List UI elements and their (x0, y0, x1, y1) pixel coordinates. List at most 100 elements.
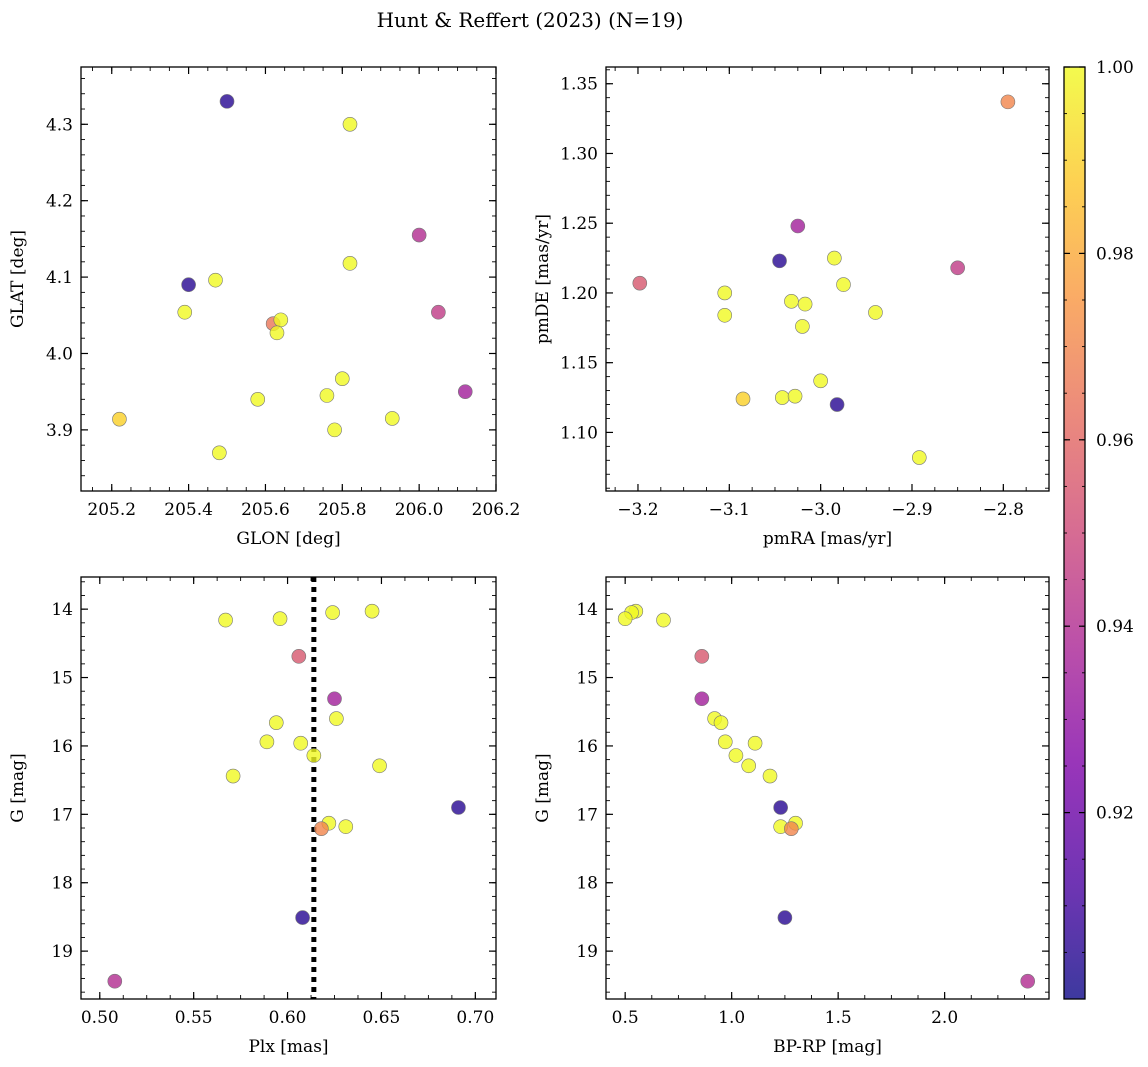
data-point (656, 612, 671, 628)
data-point (735, 391, 751, 407)
data-point (208, 272, 223, 288)
x-tick-label: 1.0 (718, 1008, 745, 1028)
data-point (295, 910, 310, 925)
data-point (694, 649, 710, 664)
x-tick-label: −3.1 (709, 500, 750, 520)
data-point (372, 758, 387, 774)
data-point (250, 392, 266, 407)
data-point (314, 821, 329, 836)
axes-frame (605, 576, 1050, 1000)
colorbar-tick-label: 0.92 (1096, 804, 1134, 824)
y-tick-label: 1.25 (560, 214, 598, 234)
x-tick-label: 205.4 (164, 500, 213, 520)
data-point (813, 373, 828, 389)
data-point (259, 734, 275, 750)
y-tick-label: 15 (576, 669, 598, 689)
x-tick-label: 0.65 (363, 1008, 401, 1028)
data-point (181, 277, 196, 293)
y-tick-label: 19 (576, 942, 598, 962)
y-tick-label: 1.15 (560, 354, 598, 374)
y-axis-label: pmDE [mas/yr] (533, 214, 553, 344)
x-tick-label: 0.70 (456, 1008, 494, 1028)
colorbar-ticks: 0.92 0.94 0.96 0.98 1.00 (1064, 58, 1134, 1000)
y-tick-label: 14 (576, 600, 598, 620)
x-tick-label: 205.2 (87, 500, 136, 520)
x-tick-label: 2.0 (931, 1008, 958, 1028)
data-point (790, 218, 806, 234)
x-axis-label: BP-RP [mag] (773, 1037, 882, 1057)
data-point (112, 411, 127, 427)
x-tick-label: −3.2 (617, 500, 658, 520)
panel-plx_g: 0.50 0.55 0.60 0.65 0.70 14 15 16 17 18 19 Plx [mas… (8, 576, 497, 1057)
data-point (219, 94, 235, 109)
y-tick-label: 4.0 (46, 344, 73, 364)
y-tick-label: 4.3 (46, 115, 73, 135)
figure-title: Hunt & Reffert (2023) (N=19) (377, 8, 684, 32)
y-tick-label: 1.10 (560, 423, 598, 443)
data-point (795, 319, 810, 334)
data-point (342, 256, 358, 271)
y-tick-label: 15 (51, 669, 73, 689)
x-axis-label: GLON [deg] (236, 529, 340, 549)
data-point (273, 312, 289, 328)
data-point (431, 304, 446, 320)
data-point (1020, 973, 1036, 989)
data-point (784, 294, 799, 309)
data-point (327, 691, 342, 707)
y-tick-label: 18 (51, 874, 73, 894)
data-point (107, 973, 123, 989)
data-point (342, 116, 358, 132)
colorbar-tick-label: 0.98 (1096, 244, 1134, 264)
x-tick-label: 206.0 (395, 500, 444, 520)
axes-frame (80, 66, 497, 492)
colorbar-tick-label: 0.96 (1096, 431, 1134, 451)
data-point (762, 768, 778, 784)
x-tick-label: 0.50 (81, 1008, 119, 1028)
y-tick-label: 19 (51, 942, 73, 962)
data-point (293, 735, 309, 751)
x-tick-label: 205.8 (318, 500, 367, 520)
data-point (777, 910, 793, 925)
data-point (384, 411, 400, 426)
x-tick-label: −2.9 (891, 500, 932, 520)
data-point (783, 821, 799, 836)
y-tick-label: 16 (51, 737, 73, 757)
data-point (747, 735, 763, 751)
data-point (338, 819, 354, 834)
x-tick-label: 0.60 (269, 1008, 307, 1028)
data-point (268, 715, 284, 730)
panel-cmd: 0.5 1.0 1.5 2.0 14 15 16 17 18 19 BP-RP [mag] G [ma… (533, 576, 1050, 1057)
data-point (457, 384, 473, 399)
x-tick-label: 0.55 (175, 1008, 213, 1028)
data-point (291, 649, 307, 664)
x-axis-label: pmRA [mas/yr] (763, 529, 892, 549)
x-tick-label: 1.5 (825, 1008, 852, 1028)
data-point (694, 691, 710, 707)
data-point (325, 605, 340, 620)
data-point (319, 388, 335, 403)
y-tick-label: 16 (576, 737, 598, 757)
x-tick-label: −3.0 (800, 500, 841, 520)
data-point (218, 612, 233, 628)
data-point (329, 711, 344, 726)
x-tick-label: 206.2 (472, 500, 521, 520)
y-tick-label: 17 (51, 805, 73, 825)
data-point (741, 758, 756, 774)
data-point (334, 371, 350, 386)
y-tick-label: 14 (51, 600, 73, 620)
data-point (717, 734, 733, 750)
panel-pm: −3.2 −3.1 −3.0 −2.9 −2.8 1.10 1.15 1.20 1.25 1.30… (533, 66, 1050, 549)
data-point (717, 285, 733, 301)
panels: 205.2 205.4 205.6 205.8 206.0 206.2 3.9 4.0 4.1 4… (8, 66, 1050, 1057)
colorbar: 0.92 0.94 0.96 0.98 1.00 (1063, 58, 1134, 1000)
data-point (212, 445, 227, 461)
data-point (617, 611, 633, 627)
data-point (1000, 94, 1016, 110)
y-axis-label: GLAT [deg] (8, 230, 28, 328)
x-tick-label: −2.8 (983, 500, 1024, 520)
data-point (774, 390, 790, 405)
y-tick-label: 18 (576, 874, 598, 894)
data-point (717, 307, 733, 323)
data-point (836, 277, 851, 292)
